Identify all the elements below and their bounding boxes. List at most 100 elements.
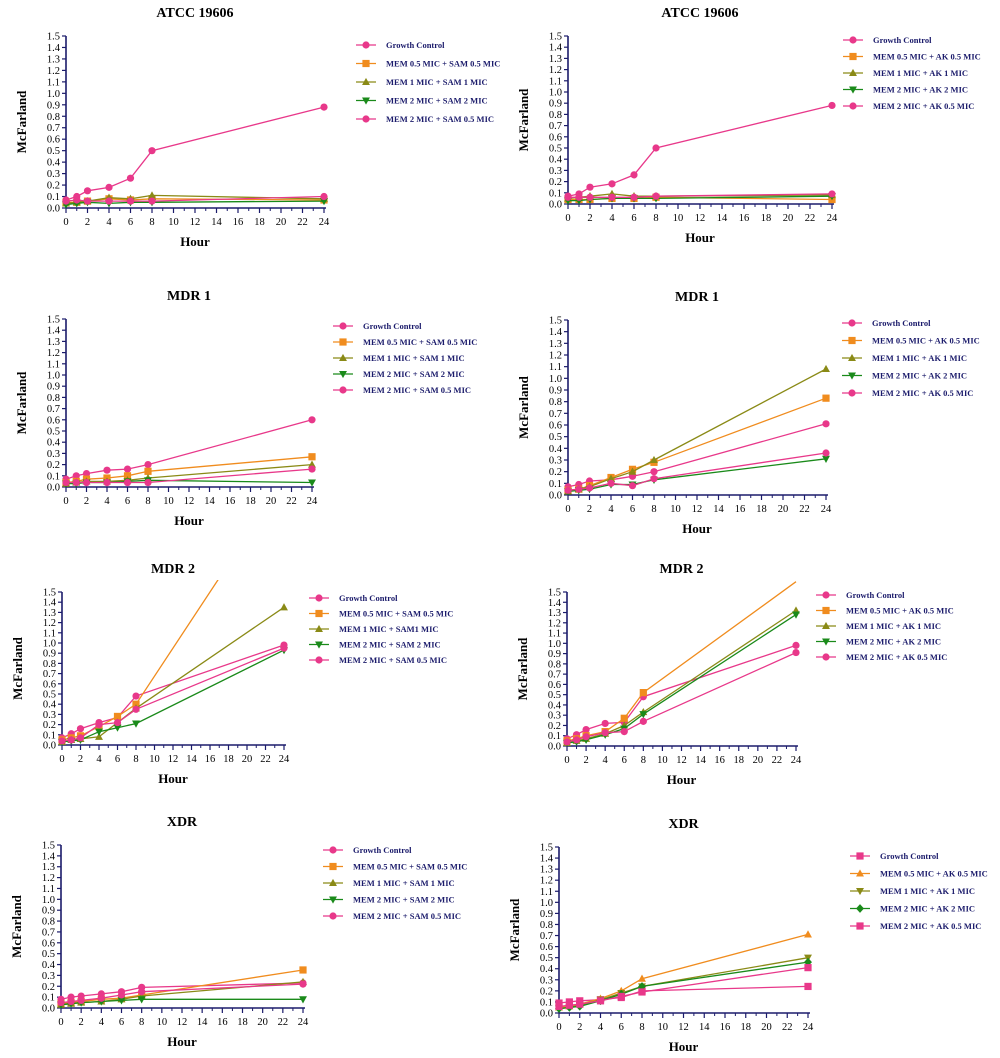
series-2 [563,581,797,745]
x-tick-label: 12 [177,1017,188,1028]
legend-marker [362,77,370,86]
y-tick-label: 1.4 [540,854,554,865]
data-point [572,736,581,744]
x-tick-label: 12 [184,496,195,507]
series-line [61,580,219,741]
y-tick-label: 0.8 [540,920,553,931]
legend-entry: Growth Control [309,593,398,603]
data-point [62,197,70,205]
legend-label: MEM 2 MIC + SAM 2 MIC [363,369,465,379]
series-line [567,452,827,491]
data-point [126,174,135,182]
legend-label: MEM 2 MIC + SAM 2 MIC [339,640,441,650]
y-tick-label: 0.7 [47,123,60,134]
data-point [82,478,91,487]
data-point [822,364,830,373]
legend-marker [856,887,864,896]
legend-marker [315,656,323,664]
data-point [601,719,609,728]
legend-entry: MEM 2 MIC + SAM 2 MIC [309,640,441,650]
x-tick-label: 24 [803,1022,814,1033]
legend-entry: MEM 1 MIC + AK 1 MIC [850,886,975,896]
legend-marker [329,862,337,871]
series-line [65,106,325,201]
y-tick-label: 0.6 [47,135,60,146]
legend-entry: Growth Control [333,321,422,331]
data-point [822,420,830,428]
x-tick-label: 6 [630,504,635,515]
data-point [638,974,646,982]
data-point [148,197,156,205]
data-point [76,725,85,733]
legend-label: MEM 1 MIC + AK 1 MIC [873,68,968,78]
x-tick-label: 6 [115,754,120,765]
x-tick-label: 10 [163,496,174,507]
series-line [566,644,797,740]
y-tick-label: 1.1 [549,362,562,373]
y-tick-label: 1.3 [540,865,553,876]
y-tick-label: 1.0 [47,89,60,100]
data-point [95,728,103,736]
data-point [113,718,122,727]
chart-panel-4: MDR 10.00.10.20.30.40.50.60.70.80.91.01.… [516,290,980,536]
data-point [628,482,637,490]
x-tick-label: 20 [783,213,794,224]
x-tick-label: 18 [223,754,234,765]
y-tick-label: 1.0 [548,639,561,650]
data-point [126,197,135,205]
legend-marker [822,653,830,661]
x-tick-label: 4 [96,754,102,765]
data-point [83,197,92,205]
x-tick-label: 22 [260,754,271,765]
legend-marker [315,641,323,649]
legend-entry: MEM 1 MIC + AK 1 MIC [842,353,967,363]
legend-entry: MEM 1 MIC + AK 1 MIC [843,68,968,78]
legend-entry: MEM 1 MIC + SAM 1 MIC [323,878,455,888]
x-tick-label: 16 [720,1022,731,1033]
data-point [148,147,156,155]
y-tick-label: 0.5 [540,953,553,964]
data-point [639,689,647,697]
legend-entry: MEM 2 MIC + AK 0.5 MIC [843,101,974,111]
data-point [828,101,836,110]
y-tick-label: 1.3 [548,608,561,619]
x-tick-label: 4 [598,1022,604,1033]
legend-marker [315,594,323,602]
legend-entry: MEM 2 MIC + AK 0.5 MIC [842,388,973,398]
legend-label: MEM 2 MIC + AK 2 MIC [846,637,941,647]
legend-entry: Growth Control [850,851,939,861]
legend-entry: Growth Control [323,845,412,855]
legend-label: MEM 2 MIC + SAM 0.5 MIC [363,385,471,395]
data-point [123,472,132,480]
x-tick-label: 0 [58,1017,63,1028]
y-tick-label: 1.3 [43,608,56,619]
legend-marker [856,852,864,860]
x-tick-label: 18 [734,755,745,766]
y-tick-label: 0.1 [549,479,562,490]
x-tick-label: 2 [78,754,83,765]
legend-entry: MEM 2 MIC + AK 2 MIC [850,904,975,914]
x-tick-label: 8 [639,1022,644,1033]
legend: Growth Control MEM 0.5 MIC + AK 0.5 MIC ME… [843,35,981,111]
y-tick-label: 1.1 [42,884,55,895]
data-point [95,732,103,740]
y-tick-label: 1.4 [548,598,562,609]
data-point [77,996,85,1004]
data-point [82,469,91,478]
y-tick-label: 0.4 [47,158,61,169]
x-tick-label: 20 [778,504,789,515]
legend-label: MEM 0.5 MIC + AK 0.5 MIC [872,336,980,346]
x-tick-label: 20 [761,1022,772,1033]
y-axis-label: McFarland [14,371,29,435]
legend-marker [848,336,856,345]
y-tick-label: 0.4 [548,700,562,711]
x-tick-label: 16 [233,217,244,228]
x-tick-label: 20 [276,217,287,228]
data-point [320,192,328,201]
y-tick-label: 0.1 [549,188,562,199]
x-tick-label: 24 [307,496,318,507]
y-tick-label: 1.2 [549,65,562,76]
data-point [620,728,628,736]
plot-area [57,966,307,1009]
